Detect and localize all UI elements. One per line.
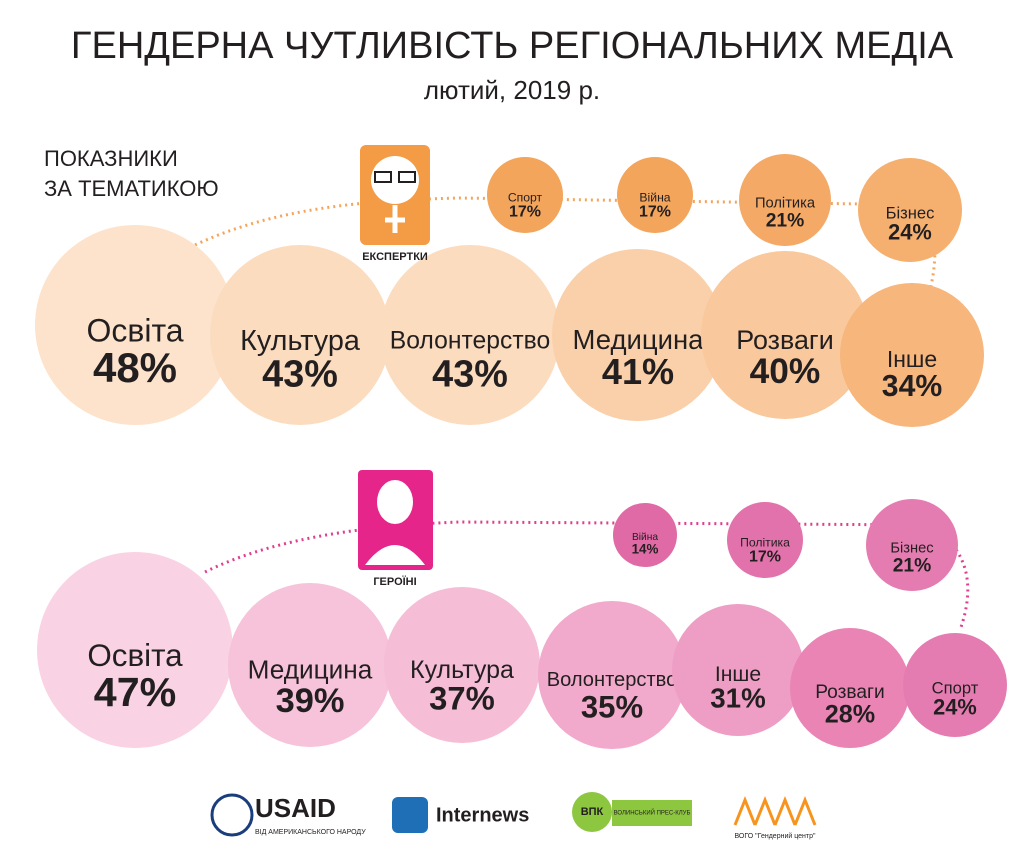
value-label: 47%	[94, 669, 176, 715]
bubble-label: Політика	[740, 535, 790, 549]
group-label: ГЕРОЇНІ	[373, 575, 416, 588]
bubble-label: Розваги	[736, 325, 834, 355]
bubble	[858, 158, 962, 262]
bubble-label: Політика	[755, 196, 816, 212]
bubble	[380, 245, 560, 425]
bubble	[37, 552, 233, 748]
bubble-label: Волонтерство	[390, 328, 550, 355]
bubble-label: Освіта	[86, 312, 183, 348]
value-label: 48%	[93, 344, 177, 391]
logos: USAID ВІД АМЕРИКАНСЬКОГО НАРОДУ Internew…	[210, 792, 817, 840]
value-label: 17%	[509, 204, 541, 221]
bubble-label: Війна	[632, 532, 658, 543]
value-label: 17%	[639, 204, 671, 221]
bubble	[727, 502, 803, 578]
section-label: ЗА ТЕМАТИКОЮ	[44, 176, 219, 201]
bubble	[35, 225, 235, 425]
title: ГЕНДЕРНА ЧУТЛИВІСТЬ РЕГІОНАЛЬНИХ МЕДІА	[71, 25, 954, 67]
bubble-label: Війна	[639, 190, 670, 204]
bubble	[210, 245, 390, 425]
value-label: 37%	[429, 680, 495, 717]
value-label: 43%	[432, 353, 508, 395]
bubble	[487, 157, 563, 233]
value-label: 40%	[750, 352, 821, 391]
bubble	[903, 633, 1007, 737]
logo-text: USAID	[255, 793, 336, 823]
value-label: 17%	[749, 549, 781, 566]
value-label: 35%	[581, 689, 643, 724]
value-label: 24%	[888, 220, 932, 245]
value-label: 34%	[882, 370, 943, 403]
bubble	[701, 251, 869, 419]
logo-text: ВОЛИНСЬКИЙ ПРЕС-КЛУБ	[614, 809, 691, 817]
bubble-label: Інше	[715, 663, 761, 686]
subtitle: лютий, 2019 р.	[424, 75, 600, 105]
value-label: 14%	[632, 541, 659, 556]
bubble	[739, 154, 831, 246]
value-label: 24%	[933, 695, 977, 720]
value-label: 28%	[825, 700, 875, 728]
logo-text: Internews	[436, 804, 529, 826]
bubble-label: Інше	[887, 346, 937, 372]
bubble-label: Бізнес	[890, 541, 933, 557]
bubble-label: Медицина	[248, 654, 373, 684]
value-label: 43%	[262, 353, 338, 395]
bubble-label: Спорт	[508, 190, 543, 204]
expert-icon	[360, 145, 430, 245]
logo-text: ВІД АМЕРИКАНСЬКОГО НАРОДУ	[255, 829, 366, 836]
group-label: ЕКСПЕРТКИ	[362, 251, 428, 263]
bubble	[790, 628, 910, 748]
heroine-icon	[358, 470, 433, 570]
logo-text: ВОГО "Гендерний центр"	[734, 832, 816, 840]
bubble-label: Культура	[240, 325, 361, 357]
bubble-label: Спорт	[932, 679, 979, 698]
bubble	[552, 249, 724, 421]
bubble	[866, 499, 958, 591]
connector	[204, 520, 970, 631]
bubble	[538, 601, 686, 749]
bubble	[840, 283, 984, 427]
value-label: 21%	[766, 210, 805, 231]
bubble-label: Медицина	[573, 324, 705, 355]
bubble-label: Бізнес	[886, 204, 935, 223]
bubble	[617, 157, 693, 233]
bubble	[672, 604, 804, 736]
value-label: 41%	[602, 351, 674, 392]
bubble-label: Розваги	[815, 682, 885, 703]
bubble	[613, 503, 677, 567]
bubble-label: Освіта	[87, 638, 183, 673]
value-label: 39%	[276, 682, 345, 720]
logo-text: ВПК	[581, 806, 604, 818]
bubble	[228, 583, 392, 747]
bubble	[384, 587, 540, 743]
value-label: 21%	[893, 555, 932, 576]
section-label: ПОКАЗНИКИ	[44, 146, 178, 171]
bubble-label: Культура	[410, 656, 514, 684]
value-label: 31%	[710, 683, 765, 714]
bubble-label: Волонтерство	[547, 669, 678, 691]
